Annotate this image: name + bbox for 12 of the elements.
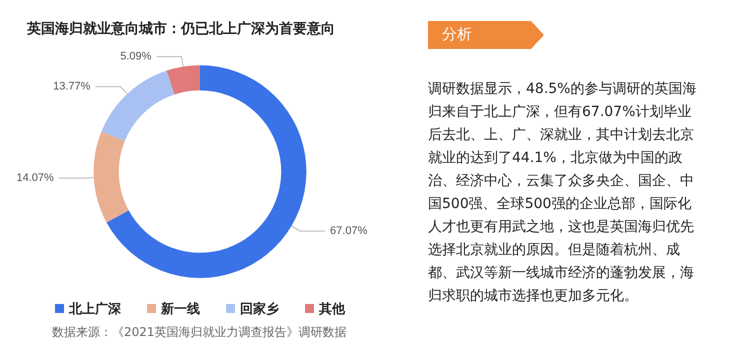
legend-label: 北上广深 — [68, 301, 122, 316]
data-label: 13.77% — [53, 80, 91, 93]
text: 分析 — [442, 25, 472, 44]
data-label: 67.07% — [330, 225, 368, 238]
data-label: 5.09% — [120, 50, 152, 63]
legend-label: 回家乡 — [240, 301, 279, 316]
source-note: 数据来源：《2021英国海归就业力调查报告》调研数据 — [52, 324, 347, 341]
legend-label: 其他 — [318, 301, 346, 316]
chart-title: 英国海归就业意向城市：仍已北上广深为首要意向 — [27, 20, 335, 38]
text: 调研数据显示，48.5%的参与调研的英国海归来自于北上广深，但有67.07%计划毕业后去北、上、广、深就业，其中计划去北京就业的达到了44.1%，北京做为中国的政治、经济中心，云集了众多央企、国企、中国500强、全球500强的企业总部，国际化人才也更有用武之地，这也是英国海归优先选择北京就业的原因。但是随着杭州、成都、武汉等新一线城市经济的蓬勃发展，海归求职的城市选择也更加多元化。 — [428, 81, 696, 304]
data-label: 14.07% — [16, 172, 54, 184]
legend-label: 新一线 — [160, 301, 200, 316]
